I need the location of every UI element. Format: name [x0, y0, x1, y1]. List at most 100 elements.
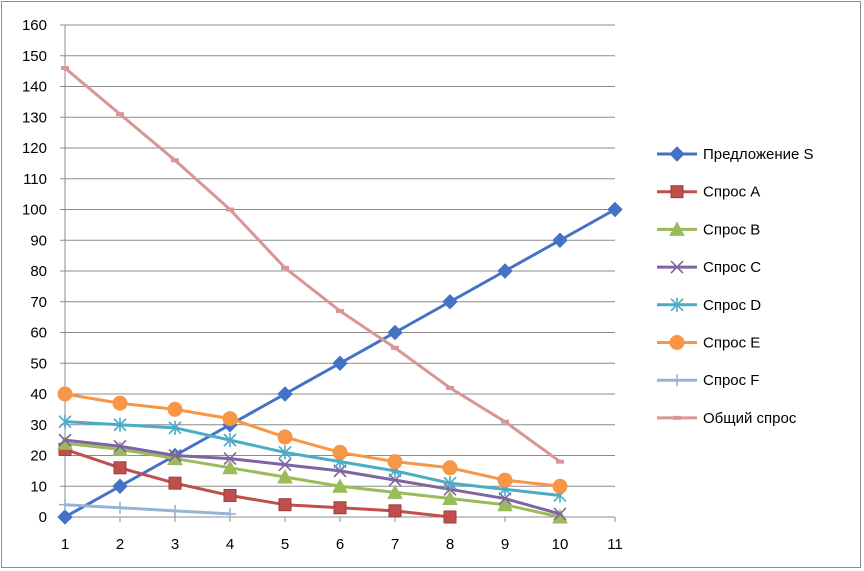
y-tick-label: 100 — [22, 202, 47, 219]
data-point — [333, 464, 347, 478]
data-point — [552, 478, 568, 494]
data-point — [388, 473, 402, 487]
data-point — [171, 158, 179, 163]
legend-swatch-marker — [670, 260, 684, 274]
x-tick-label: 5 — [281, 536, 289, 553]
data-point — [446, 385, 454, 390]
data-point — [113, 417, 127, 432]
series-6 — [57, 386, 568, 494]
y-tick-label: 160 — [22, 17, 47, 34]
x-tick-label: 1 — [61, 536, 69, 553]
gridlines — [65, 24, 615, 487]
data-point — [114, 501, 126, 514]
series-line — [64, 66, 561, 463]
y-tick-label: 80 — [30, 263, 47, 280]
data-point — [498, 491, 512, 506]
series-7 — [59, 498, 236, 520]
data-point — [224, 507, 236, 520]
data-point — [112, 478, 128, 494]
data-point — [501, 419, 509, 424]
x-tick-label: 3 — [171, 536, 179, 553]
legend-label: Спрос E — [703, 335, 760, 352]
data-point — [277, 429, 293, 445]
data-point — [388, 504, 402, 518]
y-tick-label: 70 — [30, 294, 47, 311]
legend-label: Предложение S — [703, 146, 814, 163]
data-point — [223, 488, 237, 502]
data-point — [112, 395, 128, 411]
x-tick-labels: 1 2 3 4 5 6 7 8 9 10 11 — [61, 536, 623, 553]
data-point — [391, 345, 399, 350]
legend-item: Спрос E — [657, 335, 760, 352]
y-tick-label: 110 — [23, 171, 47, 188]
data-point — [607, 201, 623, 218]
legend-label: Общий спрос — [703, 410, 797, 427]
data-point — [332, 355, 348, 371]
data-point — [443, 510, 457, 524]
legend-item: Спрос F — [657, 372, 759, 389]
x-tick-label: 2 — [116, 536, 124, 553]
data-point — [277, 468, 293, 484]
data-point — [332, 444, 348, 460]
series-group — [57, 66, 623, 525]
data-point — [442, 460, 458, 476]
x-tick-label: 10 — [552, 536, 569, 553]
data-point — [168, 476, 182, 490]
data-point — [116, 112, 124, 117]
legend-label: Спрос F — [703, 372, 759, 389]
data-point — [443, 476, 457, 491]
data-point — [556, 459, 564, 464]
data-point — [167, 401, 183, 417]
data-point — [552, 232, 568, 248]
y-tick-label: 120 — [22, 140, 47, 157]
legend-swatch-marker — [669, 146, 685, 162]
series-line — [64, 392, 561, 488]
x-tick-label: 6 — [336, 536, 344, 553]
legend-swatch-marker — [670, 297, 684, 312]
data-point — [61, 66, 69, 71]
y-tick-label: 20 — [30, 448, 47, 465]
data-point — [553, 507, 567, 521]
data-point — [281, 265, 289, 270]
data-point — [168, 448, 182, 463]
data-point — [332, 478, 348, 493]
legend-label: Спрос A — [703, 184, 760, 201]
data-point — [222, 459, 238, 475]
legend-item: Спрос B — [657, 221, 760, 238]
x-tick-label: 4 — [226, 536, 234, 553]
x-tick-label: 11 — [607, 536, 623, 553]
data-point — [57, 509, 73, 525]
y-tick-label: 90 — [30, 232, 47, 249]
series-3 — [57, 435, 568, 524]
data-point — [497, 263, 513, 279]
y-tick-labels: 0 10 20 30 40 50 60 70 80 90 100 110 120 130 140 150 160 — [22, 17, 47, 526]
x-tick-label: 7 — [391, 536, 399, 553]
legend-swatch-marker — [669, 221, 685, 236]
data-point — [278, 445, 292, 460]
y-tick-label: 140 — [22, 79, 47, 96]
legend-swatch-marker — [669, 335, 685, 350]
x-tick-label: 9 — [501, 536, 509, 553]
data-point — [336, 308, 344, 313]
series-line — [64, 447, 451, 519]
legend-swatch-marker — [673, 415, 681, 420]
legend-label: Спрос B — [703, 221, 760, 238]
legend-item: Спрос D — [657, 297, 761, 314]
series-line — [64, 503, 231, 516]
series-line — [64, 438, 561, 516]
data-point — [168, 420, 182, 435]
series-8 — [61, 66, 564, 464]
legend-label: Спрос C — [703, 259, 761, 276]
y-tick-label: 130 — [22, 109, 47, 126]
y-tick-label: 60 — [30, 325, 47, 342]
data-point — [58, 433, 72, 447]
data-point — [277, 386, 293, 402]
data-point — [278, 498, 292, 512]
data-point — [222, 411, 238, 427]
y-tick-label: 50 — [30, 355, 47, 372]
data-point — [442, 490, 458, 506]
data-point — [226, 207, 234, 212]
y-tick-label: 40 — [30, 386, 47, 403]
legend-label: Спрос D — [703, 297, 761, 314]
